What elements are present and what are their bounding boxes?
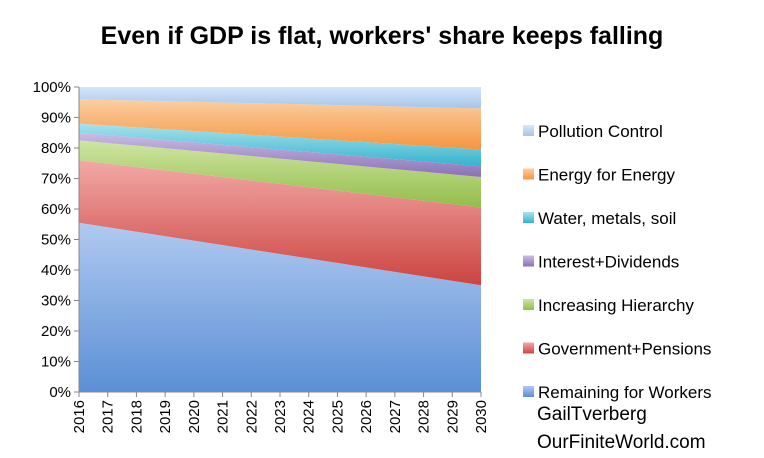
area-increasing-hierarchy (79, 140, 481, 208)
x-tick-label: 2026 (358, 400, 375, 433)
area-pollution-control (79, 87, 481, 109)
x-tick-label: 2027 (387, 400, 404, 433)
y-tick-label: 90% (41, 110, 71, 127)
legend-label: Interest+Dividends (538, 253, 679, 272)
x-tick-label: 2016 (71, 400, 88, 433)
legend-swatch (523, 342, 534, 354)
area-energy-for-energy (79, 99, 481, 150)
y-tick-label: 70% (41, 171, 71, 188)
area-government-pensions (79, 160, 481, 286)
y-tick-label: 10% (41, 354, 71, 371)
legend-swatch (523, 168, 534, 180)
credit-site: OurFiniteWorld.com (537, 432, 706, 453)
x-tick-label: 2029 (444, 400, 461, 433)
y-tick-label: 0% (49, 384, 71, 401)
legend-label: Energy for Energy (538, 166, 676, 185)
x-tick-label: 2021 (215, 400, 232, 433)
x-tick-label: 2030 (473, 400, 490, 433)
legend-swatch (523, 212, 534, 223)
y-tick-label: 40% (41, 262, 71, 279)
x-tick-label: 2018 (128, 400, 145, 433)
area-remaining-for-workers (79, 222, 481, 392)
credit-author: GailTverberg (537, 404, 647, 425)
chart-title: Even if GDP is flat, workers' share keep… (100, 22, 664, 50)
x-tick-label: 2017 (100, 400, 117, 433)
x-tick-label: 2023 (272, 400, 289, 433)
y-tick-label: 80% (41, 140, 71, 157)
x-tick-label: 2025 (329, 400, 346, 433)
x-tick-label: 2020 (186, 400, 203, 433)
legend-swatch (523, 255, 534, 267)
y-tick-label: 30% (41, 293, 71, 310)
legend-swatch (523, 386, 534, 397)
legend-label: Water, metals, soil (538, 209, 676, 228)
legend-label: Pollution Control (538, 122, 663, 141)
x-tick-label: 2022 (243, 400, 260, 433)
x-tick-label: 2028 (416, 400, 433, 433)
legend-swatch (523, 299, 534, 310)
legend-label: Increasing Hierarchy (538, 296, 694, 315)
y-tick-label: 100% (33, 79, 71, 96)
y-tick-label: 60% (41, 201, 71, 218)
x-tick-label: 2024 (301, 400, 318, 433)
y-tick-label: 20% (41, 323, 71, 340)
area-water-metals-soil (79, 123, 481, 167)
legend-label: Remaining for Workers (538, 383, 712, 402)
area-interest-dividends (79, 132, 481, 177)
y-tick-label: 50% (41, 232, 71, 249)
x-tick-label: 2019 (157, 400, 174, 433)
legend-swatch (523, 125, 534, 136)
legend-label: Government+Pensions (538, 340, 711, 359)
